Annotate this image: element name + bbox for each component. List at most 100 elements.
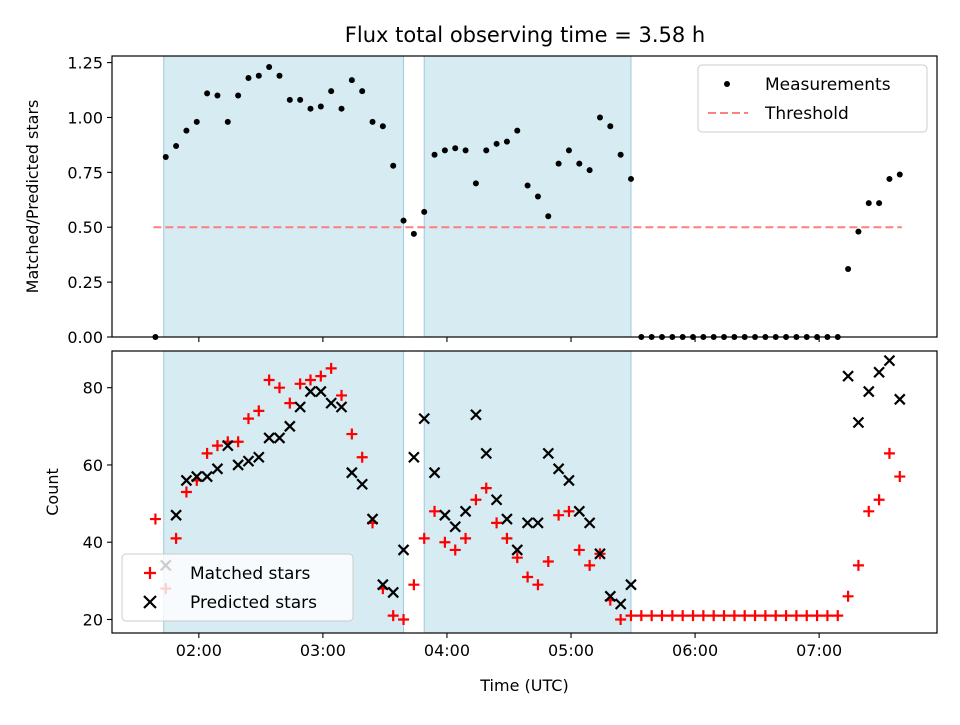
predicted-star-point [263,432,275,444]
predicted-star-point [439,509,451,521]
matched-star-point [801,610,813,622]
measurement-point [627,175,634,182]
measurement-point [307,105,314,112]
measurement-point [235,92,242,99]
top-axes-frame [111,55,938,338]
predicted-star-point [883,354,896,367]
measurement-point [276,72,283,79]
matched-star-point [284,397,296,409]
matched-star-point [790,610,802,622]
measurement-point [472,180,479,187]
predicted-star-point [387,586,399,599]
measurement-point [896,171,903,178]
bottom-axes-frame [111,350,938,634]
observing-interval-2 [423,55,632,338]
matched-star-point [656,610,668,622]
predicted-star-point [614,598,627,610]
matched-star-point [842,590,854,602]
predicted-star-point [190,470,203,483]
predicted-star-point [894,393,906,406]
y-tick-label: 20 [83,610,103,629]
predicted-star-point [521,517,534,529]
predicted-star-point [480,447,493,460]
measurement-point [524,182,531,189]
measurement-point [173,143,180,150]
predicted-star-point [294,401,306,413]
predicted-star-point [397,544,410,556]
matched-star-point [294,378,306,390]
matched-star-point [832,610,844,622]
predicted-star-point [511,544,524,556]
y-tick-label: 0.25 [67,273,103,292]
predicted-star-point [542,447,555,460]
matched-star-point [677,610,689,622]
y-tick-label: 1.00 [67,108,103,127]
predicted-star-point [377,578,389,591]
predicted-star-point [573,505,586,518]
measurement-point [545,213,552,220]
measurement-point [483,147,490,154]
predicted-star-point [356,478,368,491]
measurement-point [586,167,593,174]
x-tick-label: 02:00 [176,641,222,660]
predicted-star-point [335,401,348,413]
matched-star-point [718,610,730,622]
matched-star-point [449,544,461,556]
matched-star-point [356,451,368,463]
matched-star-point [739,610,751,622]
predicted-star-point [201,470,213,483]
predicted-star-point [428,466,441,479]
predicted-star-point [222,439,234,452]
observing-interval-1 [163,55,405,338]
x-axis-label: Time (UTC) [479,676,568,695]
top-series-measurements [152,63,903,340]
chart-title: Flux total observing time = 3.58 h [345,23,705,47]
observing-interval-2 [423,350,632,634]
measurement-point [534,193,541,200]
predicted-star-point [862,385,875,398]
measurement-point [452,145,459,152]
matched-star-point [511,552,523,564]
matched-star-point [522,571,534,583]
matched-star-point [573,544,585,556]
measurement-point [266,63,273,70]
matched-star-point [273,382,285,394]
predicted-star-point [873,366,885,379]
measurement-point [286,96,293,103]
predicted-star-point [501,513,513,525]
measurement-point [338,105,345,112]
x-tick-label: 03:00 [300,641,346,660]
matched-star-point [542,556,554,568]
top-y-axis-label: Matched/Predicted stars [23,100,42,294]
legend-predicted-marker [143,595,157,609]
legend-predicted-label: Predicted stars [190,593,317,613]
measurement-point [421,208,428,215]
measurement-point [193,118,200,125]
top-panel: 0.00 0.25 0.50 0.75 1.00 1.25 Matched/Predicte… [23,54,938,347]
matched-star-point [728,610,740,622]
y-tick-label: 0.00 [67,328,103,347]
matched-star-point [315,370,327,382]
measurement-point [493,140,500,147]
measurement-point [503,138,510,145]
x-tick-label: 06:00 [672,641,718,660]
measurement-point [596,114,603,121]
measurement-point [876,200,883,207]
measurement-point [224,118,231,125]
measurement-point [390,162,397,169]
y-tick-label: 1.25 [67,54,103,73]
matched-star-point [408,579,420,591]
measurement-point [845,265,852,272]
matched-star-point [770,610,782,622]
legend-matched-label: Matched stars [190,564,310,584]
measurement-point [297,96,304,103]
matched-star-point [811,610,823,622]
measurement-point [348,77,355,84]
matched-star-point [470,494,482,506]
legend-measurements-label: Measurements [765,75,891,95]
matched-star-point [170,532,182,544]
bottom-series-matched-stars [149,362,906,625]
predicted-star-point [470,408,482,421]
legend-box [121,553,354,622]
